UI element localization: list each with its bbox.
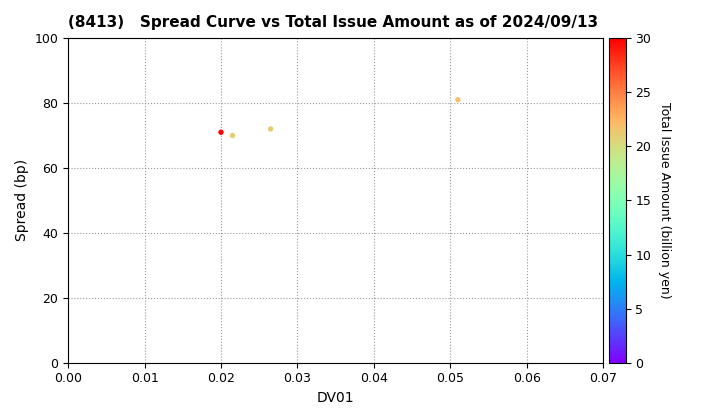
Point <box>227 132 238 139</box>
Y-axis label: Spread (bp): Spread (bp) <box>15 159 29 242</box>
Point <box>452 97 464 103</box>
Y-axis label: Total Issue Amount (billion yen): Total Issue Amount (billion yen) <box>658 102 671 299</box>
Point <box>265 126 276 132</box>
X-axis label: DV01: DV01 <box>317 391 354 405</box>
Text: (8413)   Spread Curve vs Total Issue Amount as of 2024/09/13: (8413) Spread Curve vs Total Issue Amoun… <box>68 15 598 30</box>
Point <box>215 129 227 136</box>
